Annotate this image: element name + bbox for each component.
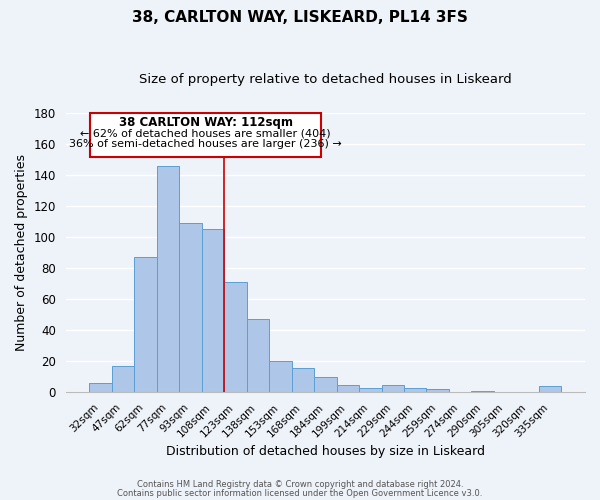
Bar [202,230,224,392]
Bar [224,282,247,393]
Bar [134,258,157,392]
Text: 38 CARLTON WAY: 112sqm: 38 CARLTON WAY: 112sqm [119,116,293,129]
X-axis label: Distribution of detached houses by size in Liskeard: Distribution of detached houses by size … [166,444,485,458]
Bar [472,391,494,392]
Bar [314,377,337,392]
Bar [292,368,314,392]
Bar [112,366,134,392]
Title: Size of property relative to detached houses in Liskeard: Size of property relative to detached ho… [139,72,512,86]
Bar [404,388,427,392]
Bar [89,383,112,392]
Y-axis label: Number of detached properties: Number of detached properties [15,154,28,351]
Bar [382,384,404,392]
Bar [179,223,202,392]
Bar [247,320,269,392]
Bar [269,362,292,392]
Bar [539,386,562,392]
Text: ← 62% of detached houses are smaller (404): ← 62% of detached houses are smaller (40… [80,128,331,138]
Bar [427,390,449,392]
Bar [359,388,382,392]
Bar [337,384,359,392]
Text: Contains public sector information licensed under the Open Government Licence v3: Contains public sector information licen… [118,488,482,498]
Bar [157,166,179,392]
Text: 38, CARLTON WAY, LISKEARD, PL14 3FS: 38, CARLTON WAY, LISKEARD, PL14 3FS [132,10,468,25]
FancyBboxPatch shape [91,113,321,156]
Text: 36% of semi-detached houses are larger (236) →: 36% of semi-detached houses are larger (… [69,139,342,149]
Text: Contains HM Land Registry data © Crown copyright and database right 2024.: Contains HM Land Registry data © Crown c… [137,480,463,489]
